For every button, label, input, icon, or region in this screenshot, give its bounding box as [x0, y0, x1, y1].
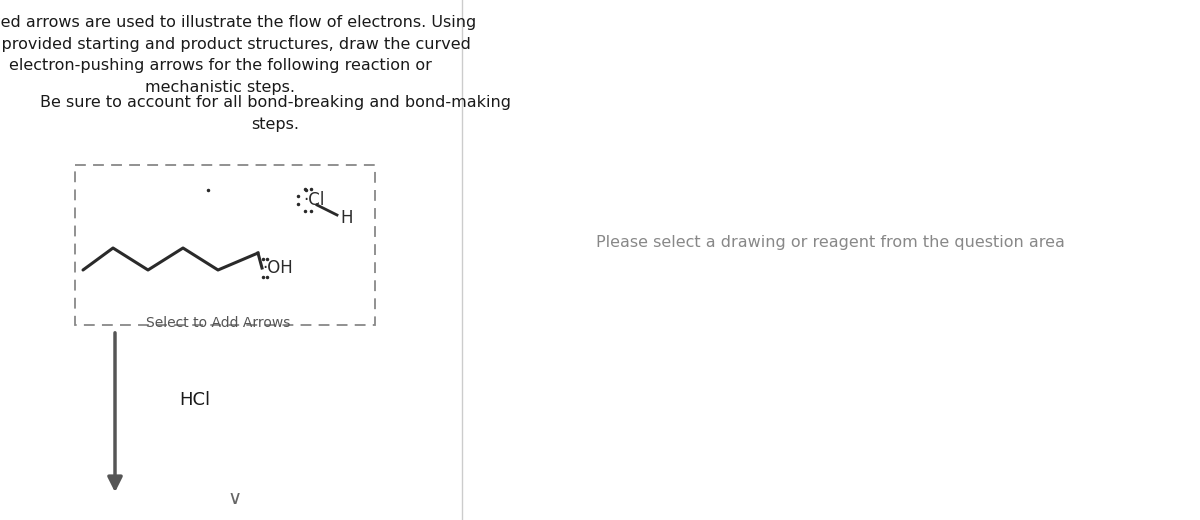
Text: ·OH: ·OH	[262, 259, 293, 277]
Text: Select to Add Arrows: Select to Add Arrows	[146, 316, 290, 330]
Text: H: H	[340, 209, 353, 227]
Text: ·Cl: ·Cl	[302, 191, 324, 209]
Text: ∨: ∨	[228, 489, 242, 508]
Text: Curved arrows are used to illustrate the flow of electrons. Using
the provided s: Curved arrows are used to illustrate the…	[0, 15, 476, 95]
Bar	[74, 165, 374, 325]
Text: Be sure to account for all bond-breaking and bond-making
steps.: Be sure to account for all bond-breaking…	[40, 95, 511, 132]
Text: HCl: HCl	[180, 391, 210, 409]
Text: Please select a drawing or reagent from the question area: Please select a drawing or reagent from …	[595, 236, 1064, 251]
